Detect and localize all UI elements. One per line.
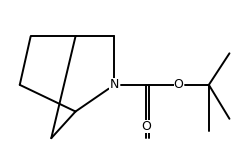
Text: O: O — [174, 78, 184, 91]
Text: O: O — [141, 120, 151, 133]
Text: N: N — [110, 78, 119, 91]
